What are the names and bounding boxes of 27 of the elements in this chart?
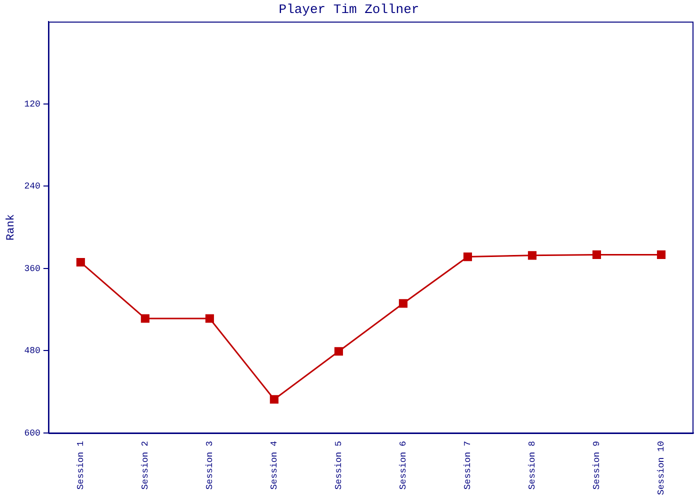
y-tick-label: 120 [24,99,40,110]
x-tick-label: Session 10 [656,440,667,496]
y-tick-label: 600 [24,428,40,438]
chart-title: Player Tim Zollner [278,2,420,18]
x-tick-label: Session 5 [334,440,344,490]
point [205,314,214,323]
point [656,250,666,260]
x-tick-label: Session 7 [463,440,474,490]
y-axis-title: Rank [6,214,18,240]
point [398,299,408,308]
point [463,252,472,262]
x-tick-label: Session 6 [398,440,409,490]
point [334,347,343,356]
point [270,395,278,404]
y-tick-label: 360 [24,264,40,274]
x-tick-label: Session 4 [270,440,280,490]
point [528,251,537,260]
x-tick-label: Session 3 [205,440,216,490]
point [592,250,602,260]
x-tick-label: Session 8 [528,440,538,490]
x-tick-label: Session 9 [592,440,602,490]
x-tick-label: Session 1 [76,440,86,490]
y-tick-label: 240 [24,182,40,192]
y-tick-label: 480 [24,346,40,356]
point [76,258,85,267]
point [140,314,150,323]
x-tick-label: Session 2 [140,440,151,490]
